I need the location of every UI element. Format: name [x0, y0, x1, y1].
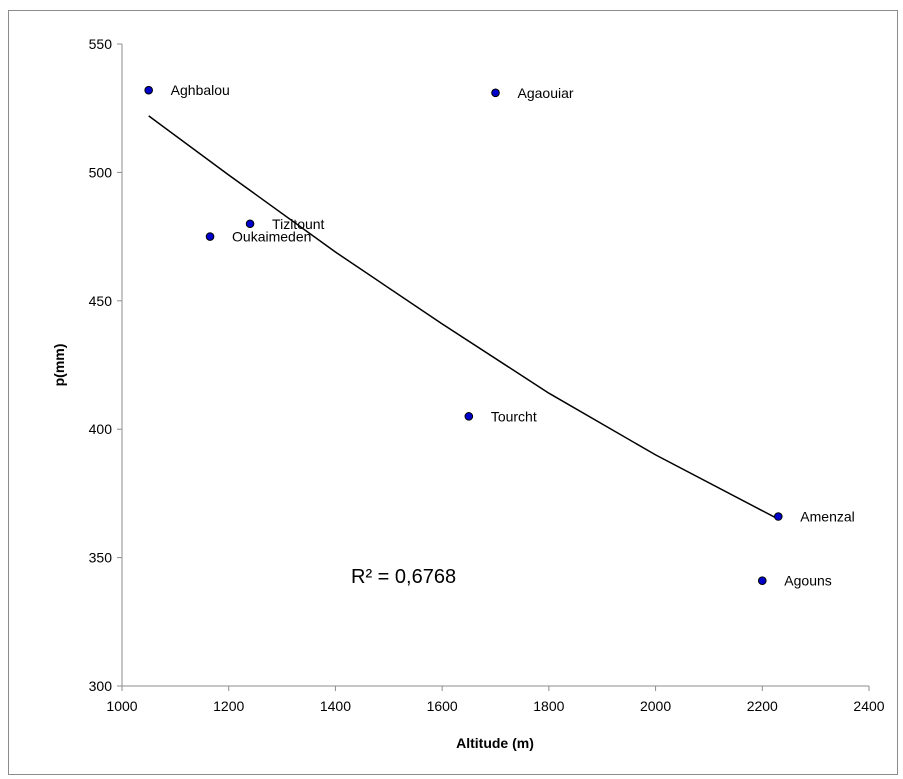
data-point-label: Agaouiar [518, 85, 574, 101]
data-point-label: Agouns [784, 573, 831, 589]
x-ticks: 1000 1200 1400 1600 1800 2000 2200 2400 [106, 686, 885, 714]
y-tick-label: 500 [89, 164, 113, 180]
x-tick-label: 1200 [213, 698, 244, 714]
y-tick-label: 400 [89, 421, 113, 437]
data-point-label: Aghbalou [171, 82, 230, 98]
data-point [245, 219, 255, 229]
data-point-label: Amenzal [800, 509, 854, 525]
x-tick-label: 1600 [427, 698, 458, 714]
data-point [491, 88, 500, 98]
y-tick-label: 300 [89, 678, 113, 694]
data-points [144, 85, 783, 586]
x-tick-label: 2200 [747, 698, 778, 714]
y-tick-label: 550 [89, 36, 113, 52]
r-squared-label: R² = 0,6768 [351, 566, 456, 588]
x-tick-label: 1000 [106, 698, 137, 714]
trendline [148, 115, 779, 520]
x-tick-label: 2000 [640, 698, 671, 714]
data-point [205, 232, 215, 241]
x-tick-label: 1800 [533, 698, 564, 714]
axes [121, 44, 869, 687]
chart-frame [8, 10, 898, 775]
y-tick-label: 350 [89, 550, 113, 566]
data-point [757, 576, 767, 586]
data-point-label: Oukaimeden [232, 229, 311, 245]
y-axis-title: p(mm) [51, 344, 67, 387]
data-point [773, 512, 783, 521]
data-point [464, 412, 474, 421]
data-point [144, 85, 153, 95]
y-tick-label: 450 [89, 293, 113, 309]
data-point-label: Tourcht [491, 408, 537, 424]
y-ticks: 300 350 400 450 500 550 [89, 36, 122, 694]
x-tick-label: 1400 [320, 698, 351, 714]
x-tick-label: 2400 [853, 698, 884, 714]
data-point-label: Tizitount [272, 216, 325, 232]
x-axis-title: Altitude (m) [456, 735, 534, 751]
